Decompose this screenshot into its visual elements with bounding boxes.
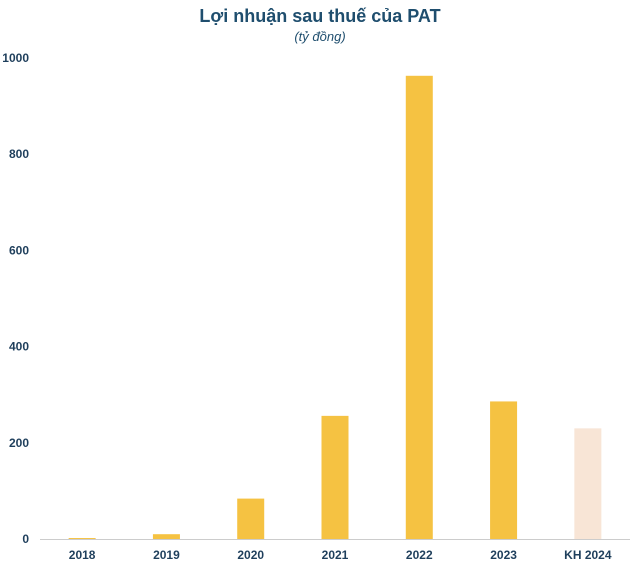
bar-2020 [237,498,265,539]
x-tick-label: 2023 [490,548,517,562]
x-axis: 2018 2019 2020 2021 2022 2023 KH 2024 [69,548,612,562]
bar-kh-2024 [574,428,602,539]
x-tick-label: 2019 [153,548,180,562]
y-tick-label: 800 [9,147,29,161]
bar-2023 [490,401,518,539]
chart-subtitle: (tỷ đồng) [294,29,346,44]
bar-2021 [321,415,349,539]
x-tick-label: KH 2024 [564,548,612,562]
x-tick-label: 2020 [237,548,264,562]
x-tick-label: 2021 [322,548,349,562]
bar-2018 [68,538,96,539]
y-axis: 0 200 400 600 800 1000 [2,51,29,546]
chart-title: Lợi nhuận sau thuế của PAT [199,6,441,26]
x-tick-label: 2018 [69,548,96,562]
bar-2019 [152,534,180,539]
bar-2022 [405,75,433,539]
y-tick-label: 1000 [2,51,29,65]
y-tick-label: 600 [9,243,29,257]
bars-group [68,75,602,539]
y-tick-label: 0 [22,532,29,546]
y-tick-label: 400 [9,340,29,354]
y-tick-label: 200 [9,436,29,450]
x-tick-label: 2022 [406,548,433,562]
